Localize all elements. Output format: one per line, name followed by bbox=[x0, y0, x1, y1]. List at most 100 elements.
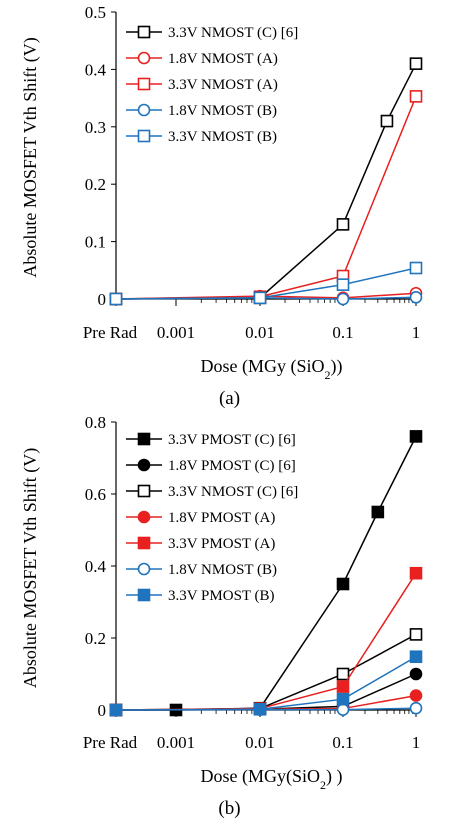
data-point bbox=[409, 650, 423, 664]
y-tick-label: 0.2 bbox=[85, 629, 106, 648]
series-5 bbox=[109, 261, 423, 306]
data-point bbox=[409, 628, 423, 641]
legend-item: 1.8V PMOST (C) [6] bbox=[126, 458, 296, 474]
legend-item: 3.3V NMOST (A) bbox=[126, 77, 278, 93]
legend-item: 3.3V PMOST (B) bbox=[126, 588, 275, 604]
chart-caption: (a) bbox=[219, 388, 240, 409]
y-axis-label: Absolute MOSFET Vth Shift (V) bbox=[20, 37, 41, 277]
y-tick-label: 0.4 bbox=[85, 60, 107, 79]
legend-marker bbox=[137, 588, 151, 602]
legend-item: 3.3V PMOST (C) [6] bbox=[126, 432, 296, 448]
legend-label: 1.8V PMOST (C) [6] bbox=[168, 458, 296, 474]
series-1 bbox=[109, 57, 423, 306]
legend-item: 3.3V NMOST (B) bbox=[126, 129, 277, 145]
data-point bbox=[409, 290, 423, 304]
legend-marker bbox=[137, 510, 151, 524]
y-tick-label: 0 bbox=[98, 701, 107, 720]
legend-label: 3.3V PMOST (A) bbox=[168, 536, 275, 552]
x-tick-label: 0.1 bbox=[332, 733, 353, 752]
legend-label: 1.8V PMOST (A) bbox=[168, 510, 275, 526]
x-tick-label: Pre Rad bbox=[83, 733, 138, 752]
data-point bbox=[253, 291, 267, 305]
legend-label: 1.8V NMOST (B) bbox=[168, 562, 277, 578]
legend-item: 1.8V PMOST (A) bbox=[126, 510, 275, 526]
y-tick-label: 0 bbox=[98, 290, 107, 309]
legend-label: 3.3V NMOST (A) bbox=[168, 77, 278, 93]
data-point bbox=[409, 667, 423, 681]
legend-label: 1.8V NMOST (B) bbox=[168, 103, 277, 119]
legend-label: 3.3V PMOST (B) bbox=[168, 588, 275, 604]
legend-marker bbox=[137, 51, 151, 65]
legend-label: 3.3V NMOST (C) [6] bbox=[168, 484, 298, 500]
data-point bbox=[409, 90, 423, 103]
legend: 3.3V PMOST (C) [6] 1.8V PMOST (C) [6] 3.3V… bbox=[126, 432, 298, 604]
y-tick-label: 0.6 bbox=[85, 485, 106, 504]
x-tick-label: 0.01 bbox=[245, 323, 275, 342]
x-tick-label: 0.1 bbox=[332, 323, 353, 342]
legend-item: 3.3V NMOST (C) [6] bbox=[126, 484, 298, 500]
data-point bbox=[336, 667, 350, 681]
data-point bbox=[371, 505, 385, 519]
series-line bbox=[115, 96, 417, 300]
legend-marker bbox=[137, 25, 151, 39]
legend-marker bbox=[137, 484, 151, 498]
data-point bbox=[109, 292, 123, 306]
legend-marker bbox=[137, 562, 151, 576]
data-point bbox=[336, 692, 350, 706]
series-line bbox=[115, 267, 417, 300]
x-axis-label: Dose (MGy(SiO2) ) bbox=[201, 766, 343, 792]
legend-marker bbox=[137, 103, 151, 117]
legend-marker bbox=[137, 536, 151, 550]
x-tick-label: 0.01 bbox=[245, 733, 275, 752]
y-axis-label: Absolute MOSFET Vth Shift (V) bbox=[20, 448, 41, 688]
legend-marker bbox=[137, 129, 151, 143]
legend: 3.3V NMOST (C) [6] 1.8V NMOST (A) 3.3V NMO… bbox=[126, 25, 298, 145]
legend-item: 1.8V NMOST (A) bbox=[126, 51, 278, 67]
chart-a: 0 0.1 0.2 0.3 0.4 0.5 Pre Rad 0.001 0.01 0.1 1 Dose… bbox=[20, 3, 423, 409]
x-tick-label: 1 bbox=[412, 323, 421, 342]
data-point bbox=[336, 577, 350, 591]
y-tick-label: 0.3 bbox=[85, 118, 106, 137]
legend-label: 1.8V NMOST (A) bbox=[168, 51, 278, 67]
y-tick-label: 0.8 bbox=[85, 413, 106, 432]
data-point bbox=[380, 114, 394, 128]
legend-label: 3.3V NMOST (B) bbox=[168, 129, 277, 145]
legend-item: 1.8V NMOST (B) bbox=[126, 103, 277, 119]
legend-item: 1.8V NMOST (B) bbox=[126, 562, 277, 578]
data-point bbox=[336, 680, 350, 693]
data-point bbox=[409, 57, 423, 70]
series-line bbox=[115, 656, 417, 711]
legend-label: 3.3V NMOST (C) [6] bbox=[168, 25, 298, 41]
data-point bbox=[336, 278, 350, 291]
data-point bbox=[336, 292, 350, 306]
x-axis-label: Dose (MGy (SiO2)) bbox=[201, 356, 343, 382]
data-point bbox=[109, 703, 123, 717]
chart-caption: (b) bbox=[218, 798, 240, 819]
legend-marker bbox=[137, 458, 151, 472]
x-tick-label: 1 bbox=[412, 733, 421, 752]
legend-item: 3.3V PMOST (A) bbox=[126, 536, 275, 552]
data-point bbox=[409, 566, 423, 580]
legend-label: 3.3V PMOST (C) [6] bbox=[168, 432, 296, 448]
data-point bbox=[409, 701, 423, 715]
series-7 bbox=[109, 650, 423, 717]
y-tick-label: 0.2 bbox=[85, 175, 106, 194]
data-point bbox=[253, 702, 267, 716]
data-point bbox=[409, 430, 423, 443]
data-point bbox=[409, 261, 423, 275]
legend-marker bbox=[137, 77, 151, 91]
legend-marker bbox=[137, 432, 151, 446]
data-point bbox=[409, 689, 423, 702]
data-point bbox=[336, 703, 350, 716]
chart-b: 0 0.2 0.4 0.6 0.8 Pre Rad 0.001 0.01 0.1 1 Dose (M… bbox=[20, 413, 423, 819]
y-tick-label: 0.5 bbox=[85, 3, 106, 22]
x-tick-label: 0.001 bbox=[157, 323, 195, 342]
x-tick-label: 0.001 bbox=[157, 733, 195, 752]
data-point bbox=[336, 218, 350, 231]
y-tick-label: 0.1 bbox=[85, 233, 106, 252]
x-tick-label: Pre Rad bbox=[83, 323, 138, 342]
legend-item: 3.3V NMOST (C) [6] bbox=[126, 25, 298, 41]
y-tick-label: 0.4 bbox=[85, 557, 107, 576]
